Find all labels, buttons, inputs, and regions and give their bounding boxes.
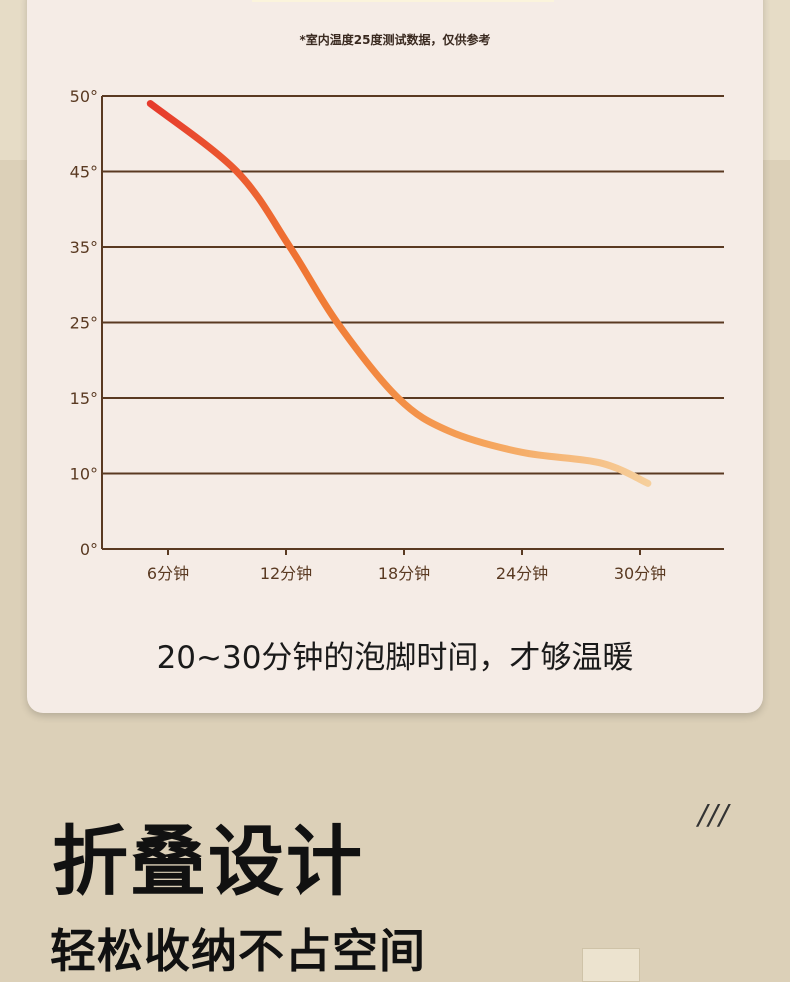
y-tick-label: 0° bbox=[80, 540, 98, 559]
test-note: *室内温度25度测试数据，仅供参考 bbox=[299, 33, 491, 47]
x-tick-label: 30分钟 bbox=[614, 564, 666, 583]
y-tick-label: 25° bbox=[70, 314, 98, 333]
section-heading: 折叠设计 bbox=[52, 817, 364, 906]
section-subheading: 轻松收纳不占空间 bbox=[50, 924, 426, 978]
y-tick-label: 45° bbox=[70, 163, 98, 182]
x-tick-label: 18分钟 bbox=[378, 564, 430, 583]
temperature-curve bbox=[146, 100, 652, 487]
chart-card bbox=[27, 0, 763, 713]
product-image-fragment bbox=[582, 948, 640, 982]
top-bar bbox=[252, 0, 554, 2]
x-tick-label: 6分钟 bbox=[147, 564, 189, 583]
y-tick-label: 50° bbox=[70, 87, 98, 106]
y-tick-label: 35° bbox=[70, 238, 98, 257]
y-tick-label: 15° bbox=[70, 389, 98, 408]
x-tick-label: 12分钟 bbox=[260, 564, 312, 583]
decorative-slashes: /// bbox=[698, 798, 730, 831]
temperature-chart: 0° 10° 15° 25° 35° 45° 50° 6分钟 12分钟 18分钟 24分钟 30分钟 bbox=[70, 87, 724, 583]
x-tick-label: 24分钟 bbox=[496, 564, 548, 583]
y-tick-label: 10° bbox=[70, 465, 98, 484]
chart-caption: 20~30分钟的泡脚时间，才够温暖 bbox=[156, 640, 634, 676]
